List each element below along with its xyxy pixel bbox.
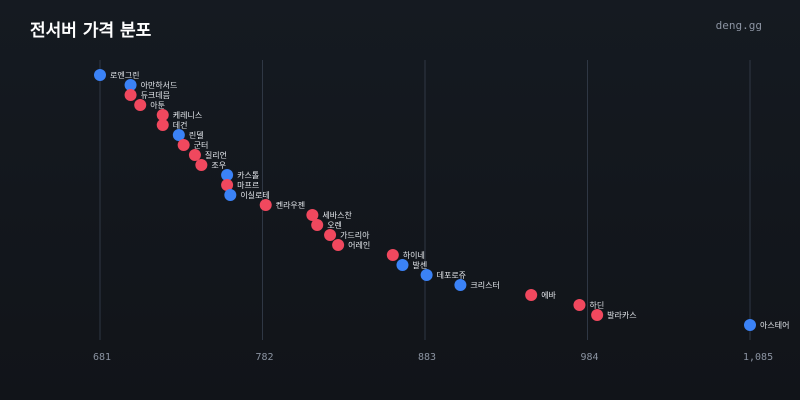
data-point xyxy=(177,139,190,151)
point-label: 어레인 xyxy=(348,240,370,250)
point-label: 크리스터 xyxy=(470,281,499,290)
data-point xyxy=(134,99,147,111)
data-point xyxy=(156,119,169,131)
x-tick-label: 1,085 xyxy=(743,352,773,363)
data-point xyxy=(573,299,586,311)
point-label: 듀크데믐 xyxy=(141,91,170,100)
point-label: 린델 xyxy=(189,130,204,140)
point-label: 아만하서드 xyxy=(141,80,178,90)
point-label: 케레니스 xyxy=(173,110,202,120)
data-point xyxy=(396,259,409,271)
point-label: 하딘 xyxy=(589,300,604,310)
data-point xyxy=(454,279,467,291)
data-point xyxy=(324,229,337,241)
brand-label: deng.gg xyxy=(715,19,762,32)
point-label: 오렌 xyxy=(327,220,342,230)
point-label: 데건 xyxy=(173,120,188,130)
data-point xyxy=(221,179,234,191)
x-tick-label: 681 xyxy=(93,352,111,363)
data-point xyxy=(525,289,538,301)
x-tick-label: 782 xyxy=(256,352,274,363)
point-label: 로엔그린 xyxy=(110,70,139,80)
point-label: 군터 xyxy=(194,141,209,150)
data-point xyxy=(188,149,201,161)
point-label: 발센 xyxy=(412,260,427,270)
point-label: 가드리아 xyxy=(340,230,370,240)
point-label: 에바 xyxy=(541,290,556,300)
point-label: 하이네 xyxy=(403,250,425,260)
x-tick-label: 984 xyxy=(581,352,599,363)
data-point xyxy=(124,89,137,101)
data-point xyxy=(259,199,272,211)
point-label: 발라카스 xyxy=(607,310,636,320)
chart-title: 전서버 가격 분포 xyxy=(30,21,152,41)
point-label: 이실로테 xyxy=(240,190,269,200)
point-label: 켄라우젠 xyxy=(276,200,305,210)
data-point xyxy=(420,269,433,281)
point-label: 아툰 xyxy=(150,100,165,110)
data-point xyxy=(332,239,345,251)
data-point xyxy=(221,169,234,181)
data-point xyxy=(311,219,324,231)
data-point xyxy=(744,319,756,331)
data-point xyxy=(306,209,319,221)
data-point xyxy=(172,129,185,141)
data-point xyxy=(124,79,137,91)
x-tick-label: 883 xyxy=(418,352,436,363)
data-point xyxy=(386,249,399,261)
point-label: 조우 xyxy=(211,161,226,170)
data-point xyxy=(591,309,604,321)
data-point xyxy=(156,109,169,121)
data-point xyxy=(195,159,208,171)
point-label: 아스테어 xyxy=(760,320,789,330)
point-label: 마프르 xyxy=(237,181,259,190)
data-point xyxy=(94,69,106,81)
point-label: 세바스찬 xyxy=(322,210,352,220)
point-label: 데포로쥬 xyxy=(437,271,466,280)
data-point xyxy=(224,189,237,201)
point-label: 질리언 xyxy=(205,150,227,160)
point-label: 카스톨 xyxy=(237,171,259,180)
